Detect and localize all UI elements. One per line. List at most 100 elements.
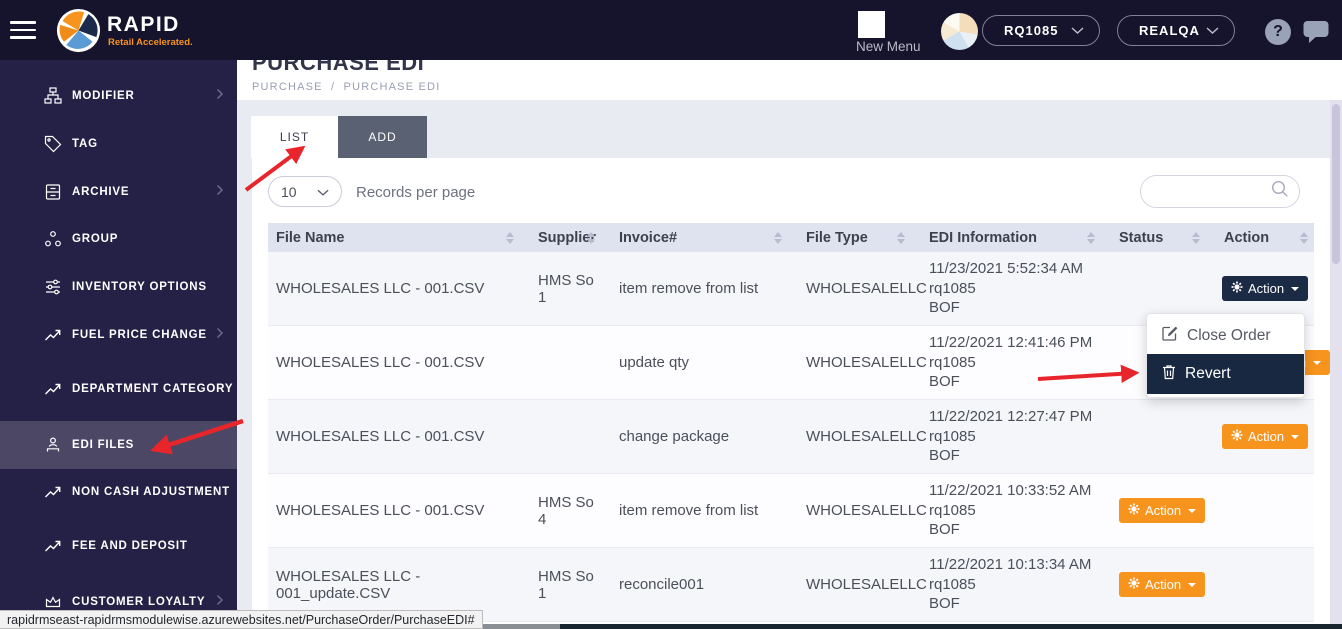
sidebar-item-label: MODIFIER [72, 90, 135, 102]
sidebar-item-fuel-price-change[interactable]: FUEL PRICE CHANGE [0, 311, 237, 359]
cell-supplier: HMS So 4 [538, 493, 594, 528]
top-header: RAPID Retail Accelerated. New Menu RQ108… [0, 0, 1342, 60]
column-header-supplier[interactable]: Supplier [538, 229, 597, 246]
tab-list[interactable]: LIST [251, 116, 338, 158]
sort-icon[interactable] [1192, 231, 1200, 244]
gear-icon [1231, 429, 1243, 444]
sidebar-item-department-category[interactable]: DEPARTMENT CATEGORY [0, 365, 237, 413]
chat-icon[interactable] [1303, 20, 1329, 49]
user-avatar[interactable] [941, 13, 978, 50]
caret-down-icon [1291, 434, 1300, 439]
chevron-right-icon [216, 326, 224, 344]
sidebar-item-tag[interactable]: TAG [0, 120, 237, 168]
search-input[interactable] [1155, 183, 1271, 200]
sidebar-item-fee-and-deposit[interactable]: FEE AND DEPOSIT [0, 522, 237, 570]
trend-icon [44, 380, 63, 398]
cell-action: Action [1206, 400, 1314, 473]
table-row: WHOLESALES LLC - 001_update.CSV HMS So 1 r… [268, 548, 1314, 622]
records-per-page-label: Records per page [356, 184, 476, 201]
column-header-invoice-[interactable]: Invoice# [601, 223, 788, 252]
help-icon[interactable]: ? [1265, 19, 1291, 45]
gear-icon [1128, 503, 1140, 518]
cell-status: Action [1101, 548, 1206, 621]
caret-down-icon [1291, 286, 1300, 291]
row-action-button[interactable]: Action [1222, 276, 1309, 301]
column-header-status[interactable]: Status [1101, 223, 1206, 252]
chevron-right-icon [216, 593, 224, 611]
sidebar-item-group[interactable]: GROUP [0, 215, 237, 263]
cell-file-name: WHOLESALES LLC - 001.CSV [276, 428, 485, 445]
cell-file-name: WHOLESALES LLC - 001.CSV [276, 502, 485, 519]
search-box [1140, 175, 1300, 208]
column-header-action[interactable]: Action [1206, 223, 1314, 252]
sidebar-item-label: ARCHIVE [72, 186, 130, 198]
sliders-icon [44, 278, 63, 296]
environment-dropdown[interactable]: REALQA [1117, 15, 1235, 46]
cell-supplier [520, 400, 601, 473]
chevron-right-icon [216, 87, 224, 105]
sidebar-item-modifier[interactable]: MODIFIER [0, 72, 237, 120]
cell-invoice: update qty [619, 354, 690, 371]
tab-add[interactable]: ADD [338, 116, 427, 158]
menu-item-revert[interactable]: Revert [1147, 354, 1304, 394]
search-icon[interactable] [1271, 180, 1289, 203]
breadcrumb-separator: / [331, 81, 336, 93]
row-action-button[interactable]: Action [1119, 572, 1206, 597]
cell-file-type: WHOLESALELLC [806, 428, 927, 445]
sidebar-item-label: FUEL PRICE CHANGE [72, 329, 207, 341]
new-menu-button[interactable] [858, 11, 885, 38]
trend-icon [44, 326, 63, 344]
column-header-file-type[interactable]: File Type [788, 223, 911, 252]
gear-icon [1128, 577, 1140, 592]
cell-supplier: HMS So 1 [538, 271, 594, 306]
cell-file-name: WHOLESALES LLC - 001.CSV [276, 280, 485, 297]
sort-icon[interactable] [774, 231, 782, 244]
edi-files-table: File Name Supplier Invoice# File Type EDI In… [268, 223, 1331, 622]
sidebar-item-label: GROUP [72, 233, 119, 245]
sidebar-item-label: CUSTOMER LOYALTY [72, 596, 206, 608]
chevron-down-icon [1071, 26, 1084, 34]
cell-status [1101, 400, 1206, 473]
row-action-button[interactable]: Action [1119, 498, 1206, 523]
sidebar-item-label: NON CASH ADJUSTMENT [72, 486, 230, 498]
edit-icon [1162, 325, 1178, 346]
sort-icon[interactable] [1300, 231, 1308, 244]
cell-edi-information: 11/22/2021 10:13:34 AM rq1085 BOF [929, 556, 1092, 613]
sort-icon[interactable] [506, 231, 514, 244]
tag-icon [44, 135, 63, 153]
sidebar-item-customer-loyalty[interactable]: CUSTOMER LOYALTY [0, 578, 237, 626]
cell-action [1206, 474, 1314, 547]
store-dropdown[interactable]: RQ1085 [982, 15, 1100, 46]
rapid-logo-icon[interactable] [56, 8, 101, 53]
breadcrumb-parent[interactable]: PURCHASE [252, 81, 323, 93]
sidebar-item-non-cash-adjustment[interactable]: NON CASH ADJUSTMENT [0, 468, 237, 516]
table-row: WHOLESALES LLC - 001.CSV HMS So 4 item rem… [268, 474, 1314, 548]
scrollbar-thumb[interactable] [1332, 104, 1340, 264]
row-action-button[interactable]: Action [1222, 424, 1309, 449]
table-row: WHOLESALES LLC - 001.CSV HMS So 1 item rem… [268, 252, 1314, 326]
trend-icon [44, 483, 63, 501]
caret-down-icon [1313, 360, 1322, 365]
chevron-down-icon [317, 184, 329, 200]
sidebar-item-label: EDI FILES [72, 439, 135, 451]
breadcrumb-current: PURCHASE EDI [343, 81, 441, 93]
archive-icon [44, 183, 63, 201]
cell-status: Action [1101, 474, 1206, 547]
sidebar-item-archive[interactable]: ARCHIVE [0, 168, 237, 216]
records-per-page-select[interactable]: 10 [268, 176, 342, 207]
action-dropdown-menu: Close Order Revert [1146, 313, 1305, 398]
cell-file-type: WHOLESALELLC [806, 354, 927, 371]
menu-item-close-order[interactable]: Close Order [1147, 317, 1304, 354]
table-row: WHOLESALES LLC - 001.CSV change package WH… [268, 400, 1314, 474]
sort-icon[interactable] [1087, 231, 1095, 244]
column-header-edi-information[interactable]: EDI Information [911, 223, 1101, 252]
sidebar-item-inventory-options[interactable]: INVENTORY OPTIONS [0, 263, 237, 311]
cell-invoice: change package [619, 428, 730, 445]
sidebar-item-edi-files[interactable]: EDI FILES [0, 421, 237, 469]
sort-icon[interactable] [587, 231, 595, 244]
brand-name: RAPID [107, 13, 180, 36]
column-header-file-name[interactable]: File Name [268, 223, 520, 252]
sort-icon[interactable] [897, 231, 905, 244]
hamburger-menu-icon[interactable] [10, 21, 36, 39]
